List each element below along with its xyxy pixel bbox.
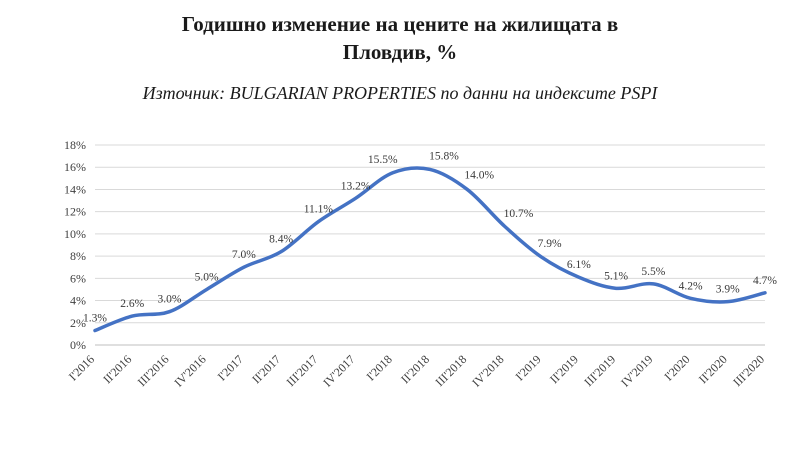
- chart-title-line1: Годишно изменение на цените на жилищата …: [181, 12, 619, 36]
- y-axis-tick-label: 16%: [64, 160, 86, 174]
- y-axis-tick-label: 2%: [70, 315, 86, 329]
- data-label: 4.2%: [679, 280, 703, 292]
- line-chart: 0%2%4%6%8%10%12%14%16%18%I'2016 II'2016 II…: [64, 138, 777, 390]
- data-label: 14.0%: [464, 169, 494, 181]
- x-axis-tick-label: I'2020: [661, 352, 692, 383]
- chart-subtitle: Източник: BULGARIAN PROPERTIES по данни …: [142, 82, 658, 103]
- x-axis-tick-label: IV'2017: [320, 352, 357, 389]
- x-axis-tick-label: II'2020: [696, 352, 730, 386]
- data-label: 13.2%: [341, 180, 371, 192]
- data-label: 3.9%: [716, 283, 740, 295]
- chart-title: Годишно изменение на цените на жилищата …: [0, 10, 800, 67]
- y-axis-tick-label: 8%: [70, 249, 86, 263]
- series-line: [93, 165, 767, 332]
- y-axis-tick-label: 12%: [64, 204, 86, 218]
- x-axis-tick-label: III'2020: [730, 352, 767, 389]
- y-axis-tick-label: 4%: [70, 293, 86, 307]
- x-axis-tick-label: II'2018: [398, 352, 432, 386]
- data-label: 15.5%: [368, 153, 398, 165]
- data-label: 1.3%: [83, 312, 107, 324]
- x-axis-tick-label: III'2018: [432, 352, 469, 389]
- data-label: 5.1%: [604, 270, 628, 282]
- data-label: 11.1%: [304, 203, 334, 215]
- y-axis-tick-label: 14%: [64, 182, 86, 196]
- x-axis-tick-label: II'2017: [249, 352, 283, 386]
- y-axis-tick-label: 6%: [70, 271, 86, 285]
- x-axis-tick-label: II'2016: [100, 352, 134, 386]
- y-axis-tick-label: 0%: [70, 338, 86, 352]
- data-label: 3.0%: [157, 293, 181, 305]
- data-label: 5.5%: [641, 266, 665, 278]
- data-label: 4.7%: [753, 274, 777, 286]
- x-axis-tick-label: IV'2018: [469, 352, 506, 389]
- data-label: 7.0%: [232, 249, 256, 261]
- data-label: 7.9%: [538, 238, 562, 250]
- y-axis-tick-label: 18%: [64, 138, 86, 152]
- x-axis-tick-label: III'2017: [284, 352, 321, 389]
- x-axis-tick-label: I'2018: [364, 352, 395, 383]
- x-axis-tick-label: III'2016: [135, 352, 172, 389]
- chart-title-line2: Пловдив, %: [342, 40, 458, 65]
- y-axis-tick-label: 10%: [64, 227, 86, 241]
- data-label: 15.8%: [429, 150, 459, 162]
- x-axis-tick-label: I'2017: [215, 352, 246, 383]
- x-axis-tick-label: I'2016: [66, 352, 97, 383]
- x-axis-tick-label: III'2019: [581, 352, 618, 389]
- x-axis-tick-label: II'2019: [547, 352, 581, 386]
- x-axis-tick-label: IV'2019: [618, 352, 655, 389]
- data-label: 5.0%: [195, 271, 219, 283]
- data-label: 10.7%: [504, 208, 534, 220]
- x-axis-tick-label: IV'2016: [171, 352, 208, 389]
- data-label: 2.6%: [120, 298, 144, 310]
- data-label: 8.4%: [269, 233, 293, 245]
- x-axis-tick-label: I'2019: [513, 352, 544, 383]
- data-label: 6.1%: [567, 259, 591, 271]
